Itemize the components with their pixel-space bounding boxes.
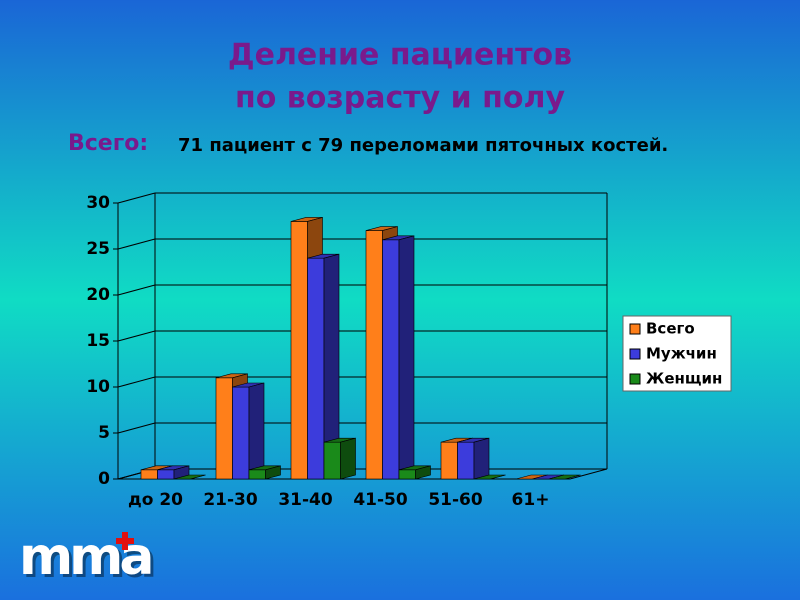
bar — [382, 239, 400, 480]
y-tick-label: 0 — [98, 469, 110, 489]
bar — [232, 386, 250, 480]
grid-line — [117, 422, 156, 434]
bar-side — [340, 437, 356, 480]
bar — [398, 469, 416, 480]
legend-swatch — [629, 373, 641, 385]
bar-side — [398, 235, 415, 480]
x-tick-label: до 20 — [128, 490, 183, 510]
bar — [215, 377, 233, 480]
y-tick-label: 30 — [86, 193, 110, 213]
y-tick-label: 15 — [86, 331, 110, 351]
bar — [290, 221, 308, 480]
legend-label: Мужчин — [646, 345, 717, 363]
subtitle: 71 пациент с 79 переломами пяточных кост… — [178, 135, 668, 156]
legend-label: Всего — [646, 320, 695, 338]
bar — [323, 441, 341, 480]
bar — [157, 469, 175, 480]
x-tick-label: 21-30 — [203, 490, 258, 510]
x-tick-label: 41-50 — [353, 490, 408, 510]
bar-side — [473, 437, 490, 480]
legend-box — [622, 315, 732, 392]
bar-side — [415, 465, 431, 480]
subtitle-label: Всего: — [68, 131, 148, 156]
bar — [307, 257, 325, 480]
y-tick-label: 25 — [86, 239, 110, 259]
y-tick-label: 10 — [86, 377, 110, 397]
grid-line — [117, 330, 156, 342]
bar — [440, 441, 458, 480]
bar-side — [265, 465, 281, 480]
title-line: по возрасту и полу — [235, 81, 565, 116]
bar — [365, 230, 383, 480]
bar-side — [490, 474, 506, 480]
y-tick-label: 5 — [98, 423, 110, 443]
bar — [140, 469, 158, 480]
grid-line — [117, 238, 156, 250]
bar — [248, 469, 266, 480]
legend-label: Женщин — [646, 370, 722, 388]
bar-side — [248, 382, 265, 480]
logo: mma mma — [19, 527, 157, 590]
x-tick-label: 61+ — [512, 490, 550, 510]
logo-cross — [116, 532, 134, 550]
y-tick-label: 20 — [86, 285, 110, 305]
title-line: Деление пациентов — [228, 38, 572, 73]
x-tick-label: 51-60 — [428, 490, 483, 510]
legend-swatch — [629, 348, 641, 360]
grid-line — [117, 192, 156, 204]
bar — [457, 441, 475, 480]
x-tick-label: 31-40 — [278, 490, 333, 510]
logo-text: mma — [19, 527, 150, 587]
bar-side — [190, 474, 206, 480]
grid-line — [117, 376, 156, 388]
logo-shadow: mma — [22, 530, 153, 590]
legend-swatch — [629, 323, 641, 335]
bar-side — [565, 474, 581, 480]
grid-line — [117, 284, 156, 296]
